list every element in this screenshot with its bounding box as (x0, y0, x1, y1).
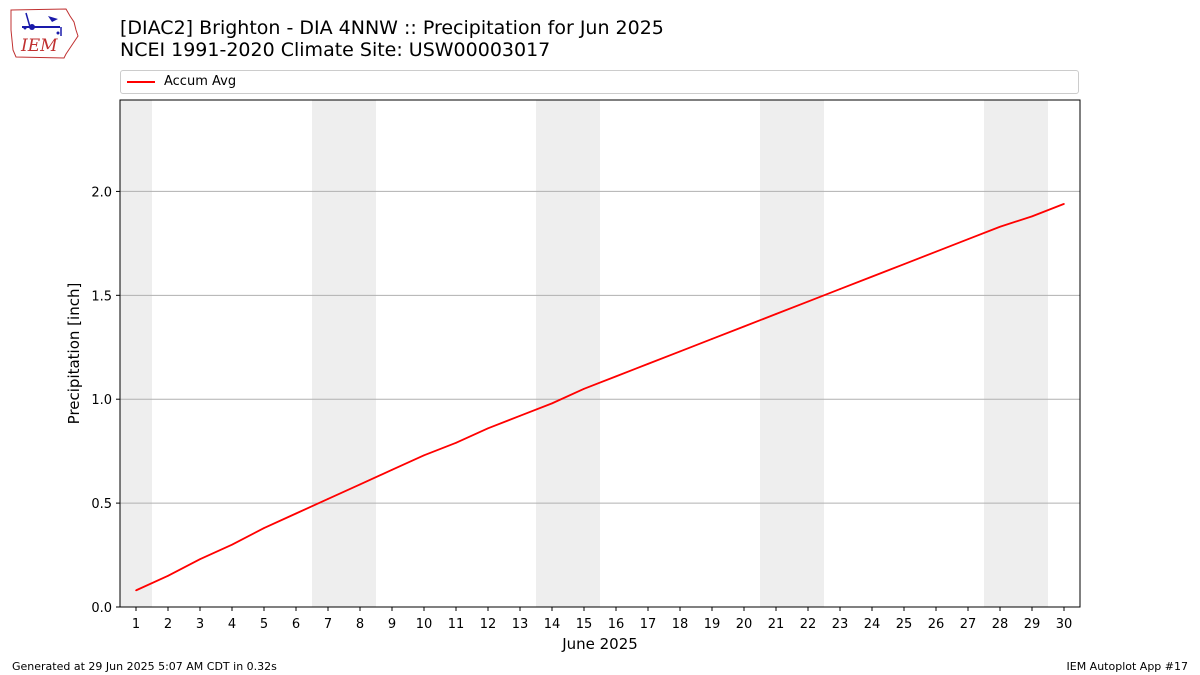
data-point-day-27 (967, 238, 969, 241)
chart-subtitle: NCEI 1991-2020 Climate Site: USW00003017 (120, 39, 551, 61)
footer-generated-text: Generated at 29 Jun 2025 5:07 AM CDT in … (12, 660, 277, 673)
weekend-band-day-21 (760, 100, 792, 607)
x-tick-label-19: 19 (704, 617, 721, 632)
data-point-day-19 (711, 338, 713, 340)
y-axis-label: Precipitation [inch] (65, 283, 83, 425)
x-tick-label-10: 10 (416, 617, 433, 632)
x-tick-label-11: 11 (448, 617, 465, 632)
x-tick-label-22: 22 (800, 617, 817, 632)
plot-frame (119, 99, 1081, 608)
x-tick-label-23: 23 (832, 617, 849, 632)
x-tick-label-8: 8 (356, 617, 364, 632)
data-point-day-30 (1063, 203, 1065, 205)
data-point-day-1 (135, 589, 137, 592)
iem-logo: IEM (10, 8, 79, 59)
x-tick-label-21: 21 (768, 617, 785, 632)
weekend-bands (120, 100, 1048, 607)
x-tick-label-16: 16 (608, 617, 625, 632)
data-point-day-14 (551, 402, 553, 405)
data-point-day-4 (231, 543, 233, 546)
series-layer (135, 203, 1065, 592)
weekend-band-day-28 (984, 100, 1016, 607)
weekend-band-day-8 (344, 100, 376, 607)
data-point-day-28 (999, 225, 1001, 228)
y-tick-label-0.0: 0.0 (91, 601, 112, 616)
weekend-band-day-29 (1016, 100, 1048, 607)
data-point-day-16 (615, 375, 617, 378)
x-tick-label-26: 26 (928, 617, 945, 632)
y-tick-label-1.0: 1.0 (91, 393, 112, 408)
data-point-day-5 (263, 527, 265, 529)
data-point-day-3 (199, 558, 201, 561)
x-tick-label-5: 5 (260, 617, 268, 632)
data-point-day-12 (487, 427, 489, 430)
x-tick-label-20: 20 (736, 617, 753, 632)
x-tick-label-25: 25 (896, 617, 913, 632)
data-point-day-10 (423, 454, 425, 457)
data-point-day-9 (391, 469, 393, 471)
data-point-day-17 (647, 363, 649, 365)
data-point-day-25 (903, 263, 905, 265)
x-tick-label-30: 30 (1056, 617, 1073, 632)
x-tick-label-1: 1 (132, 617, 140, 632)
data-point-day-13 (519, 415, 521, 417)
data-point-day-21 (775, 313, 777, 315)
data-point-day-23 (839, 288, 841, 290)
x-tick-label-18: 18 (672, 617, 689, 632)
x-tick-label-28: 28 (992, 617, 1009, 632)
weekend-band-day-7 (312, 100, 344, 607)
x-tick-label-13: 13 (512, 617, 529, 632)
x-axis: 1 2 3 4 5 6 7 8 9 10 11 12 13 14 15 16 17 18 19 20 21 22 23 24 2… (132, 607, 1072, 632)
y-tick-label-0.5: 0.5 (91, 497, 112, 512)
legend-swatch-accum-avg (127, 81, 155, 83)
data-point-day-18 (679, 350, 681, 353)
x-tick-label-17: 17 (640, 617, 657, 632)
y-axis: 0.0 0.5 1.0 1.5 2.0 (91, 185, 120, 616)
chart-title: [DIAC2] Brighton - DIA 4NNW :: Precipita… (120, 17, 664, 39)
y-tick-label-2.0: 2.0 (91, 185, 112, 200)
x-tick-label-3: 3 (196, 617, 204, 632)
data-point-day-11 (455, 442, 457, 444)
data-point-day-24 (871, 275, 873, 278)
data-point-day-22 (807, 300, 809, 303)
legend-label-accum-avg: Accum Avg (164, 74, 237, 89)
x-tick-label-6: 6 (292, 617, 300, 632)
weekend-band-day-22 (792, 100, 824, 607)
chart-legend: Accum Avg (120, 70, 1079, 94)
data-point-day-29 (1031, 215, 1033, 218)
x-tick-label-9: 9 (388, 617, 396, 632)
x-tick-label-27: 27 (960, 617, 977, 632)
data-point-day-15 (583, 388, 585, 390)
x-tick-label-14: 14 (544, 617, 561, 632)
data-point-day-26 (935, 250, 937, 253)
data-point-day-20 (743, 325, 745, 328)
weekend-band-day-1 (120, 100, 152, 607)
weekend-band-day-15 (568, 100, 600, 607)
data-point-day-8 (359, 483, 361, 486)
x-tick-label-15: 15 (576, 617, 593, 632)
x-tick-label-29: 29 (1024, 617, 1041, 632)
x-tick-label-12: 12 (480, 617, 497, 632)
y-tick-label-1.5: 1.5 (91, 289, 112, 304)
x-tick-label-4: 4 (228, 617, 236, 632)
data-point-day-6 (295, 512, 297, 515)
weekend-band-day-14 (536, 100, 568, 607)
x-axis-label: June 2025 (561, 635, 638, 653)
data-point-day-7 (327, 498, 329, 500)
footer-app-label: IEM Autoplot App #17 (1066, 660, 1189, 673)
logo-text: IEM (20, 36, 58, 56)
series-line-accum-avg (135, 203, 1065, 592)
gridlines (120, 190, 1080, 504)
data-point-day-2 (167, 575, 169, 577)
x-tick-label-2: 2 (164, 617, 172, 632)
x-tick-label-24: 24 (864, 617, 881, 632)
x-tick-label-7: 7 (324, 617, 332, 632)
